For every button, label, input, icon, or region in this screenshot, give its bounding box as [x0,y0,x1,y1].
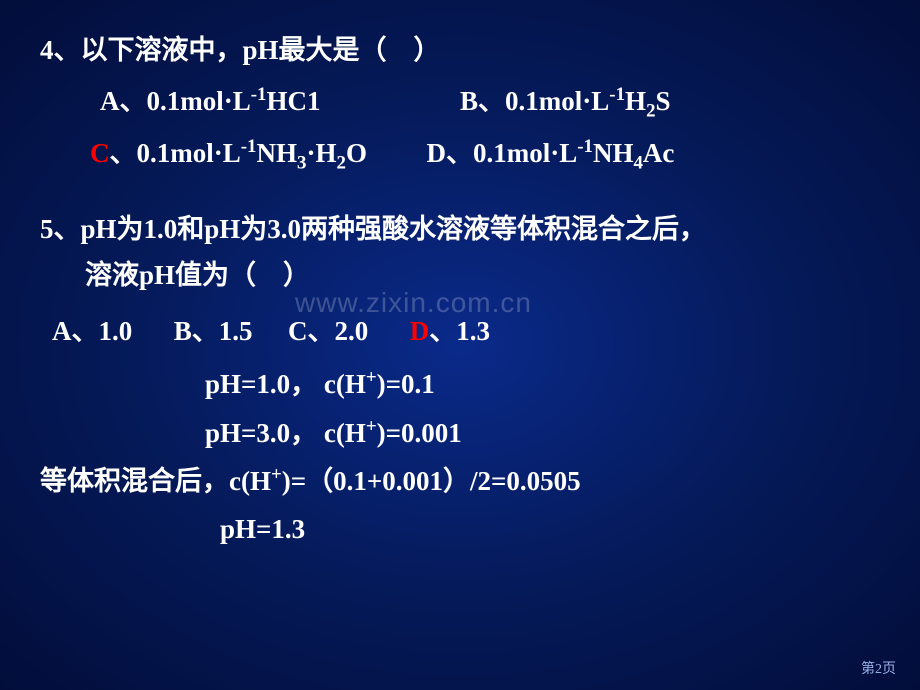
q4-a-text: 0.1mol·L [147,86,251,116]
q4-d-text: 0.1mol·L [473,138,577,168]
q4-d-tail: Ac [643,138,674,168]
q4-a-label: A、 [100,86,147,116]
q5-d-val: 1.3 [456,316,490,346]
mixsup: + [271,464,282,485]
q4-c-mid: ·H [306,138,336,168]
q5-stem-line1: 5、pH为1.0和pH为3.0两种强酸水溶液等体积混合之后， [40,209,880,251]
q4-b-tail: S [656,86,671,116]
q4-c-sep: 、 [110,138,137,168]
w1a: pH=1.0， c(H [205,369,366,399]
q4-b-sub: 2 [646,100,655,121]
q5-work1: pH=1.0， c(H+)=0.1 [205,363,880,406]
mixa: 等体积混合后，c(H [40,466,271,496]
q4-options-row1: A、0.1mol·L-1HC1 B、0.1mol·L-1H2S [100,80,880,126]
w2a: pH=3.0， c(H [205,418,366,448]
q4-c-text: 0.1mol·L [137,138,241,168]
w2sup: + [366,416,377,437]
q4-b-after: H [625,86,646,116]
q4-d-sub: 4 [633,152,642,173]
watermark: www.zixin.com.cn [295,287,532,319]
q4-b-sup: -1 [609,84,625,105]
q4-stem: 4、以下溶液中，pH最大是（ ） [40,30,880,72]
q4-d-label: D、 [426,138,473,168]
q4-d-sup: -1 [577,136,593,157]
q5-a: A、1.0 [52,316,132,346]
w1b: )=0.1 [377,369,435,399]
q4-c-label: C [90,138,110,168]
q5-mix: 等体积混合后，c(H+)=（0.1+0.001）/2=0.0505 [40,460,880,503]
q5-c: C、2.0 [288,316,368,346]
q4-b-label: B、 [460,86,505,116]
q4-c-sub2: 2 [336,152,345,173]
mixb: )=（0.1+0.001）/2=0.0505 [282,466,581,496]
slide-content: 4、以下溶液中，pH最大是（ ） A、0.1mol·L-1HC1 B、0.1mo… [0,0,920,571]
q5-b: B、1.5 [174,316,253,346]
page-number: 第2页 [861,658,896,678]
q4-a-after: HC1 [267,86,321,116]
q4-c-sup: -1 [241,136,257,157]
q4-a-sup: -1 [251,84,267,105]
w2b: )=0.001 [377,418,462,448]
q4-options-row2: C、0.1mol·L-1NH3·H2O D、0.1mol·L-1NH4Ac [90,132,880,178]
q5-final: pH=1.3 [220,509,880,551]
q5-work2: pH=3.0， c(H+)=0.001 [205,412,880,455]
q5-d-sep: 、 [429,316,456,346]
q5-d-label: D [410,316,430,346]
q4-c-after: NH [257,138,298,168]
w1sup: + [366,367,377,388]
q4-b-text: 0.1mol·L [505,86,609,116]
q4-c-tail: O [346,138,367,168]
q4-d-after: NH [593,138,634,168]
